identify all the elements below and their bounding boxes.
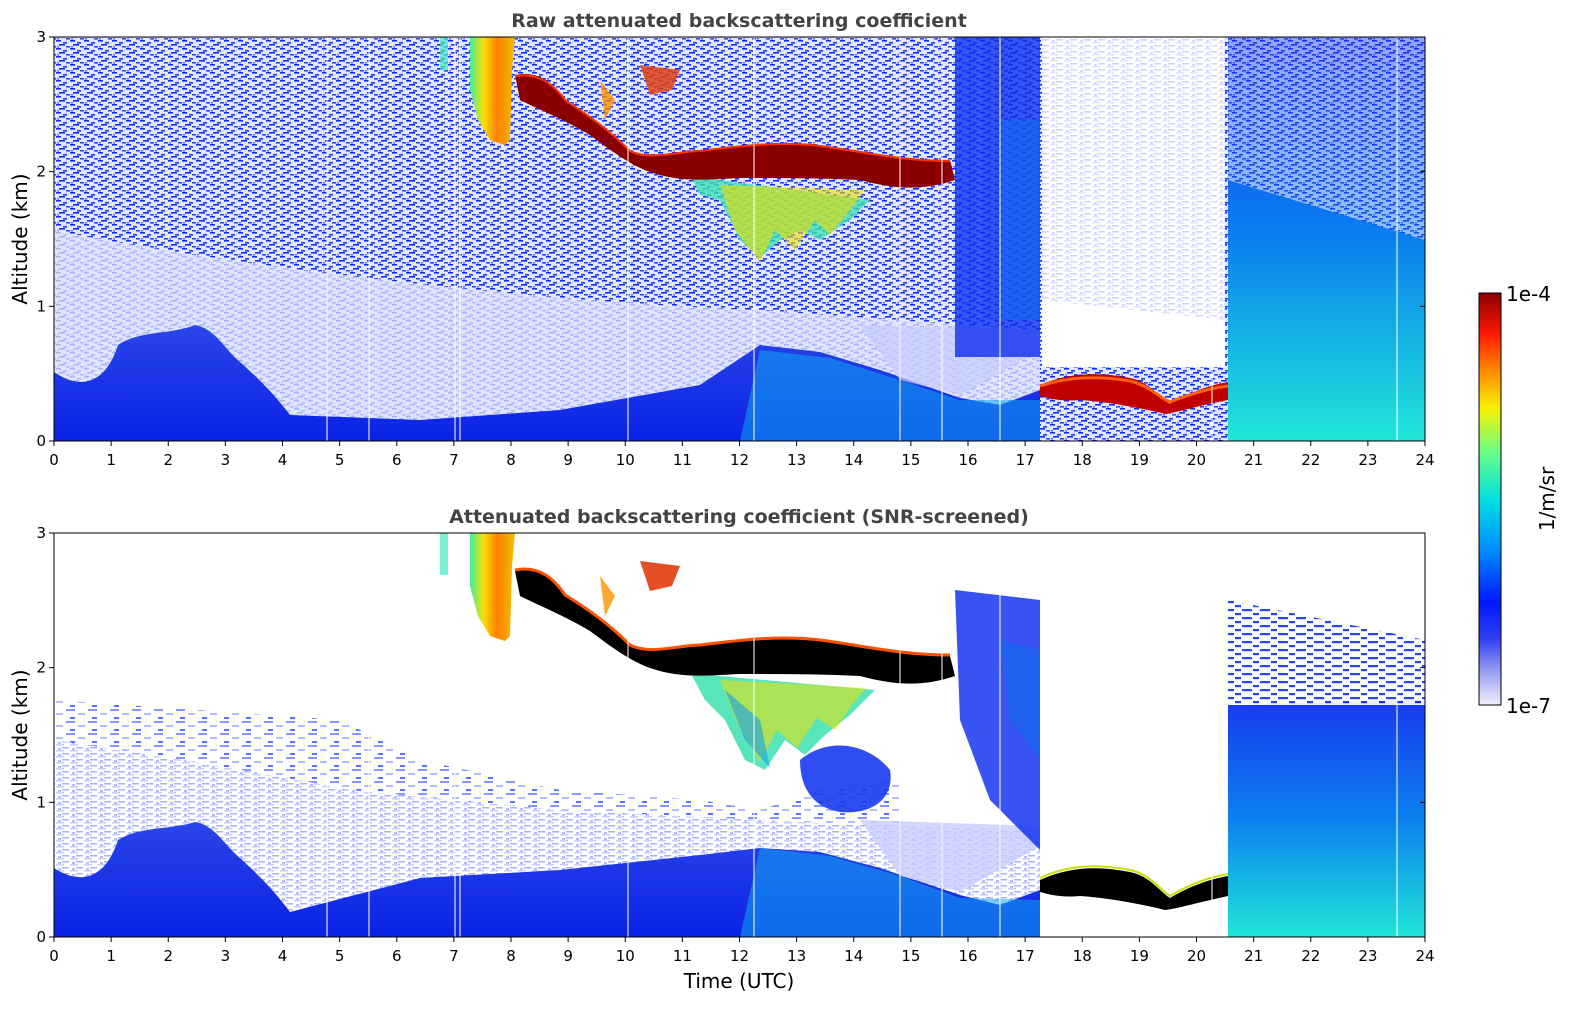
- colorbar-gradient: [1478, 292, 1502, 706]
- heatmap-screened: [54, 533, 1425, 937]
- plume-screened: [470, 533, 515, 641]
- x-tick-label: 8: [506, 947, 516, 965]
- panel-screened: Attenuated backscattering coefficient (S…: [8, 506, 1435, 993]
- x-tick-label: 17: [1016, 947, 1035, 965]
- y-tick-label: 1: [36, 297, 46, 315]
- x-tick-label: 1: [106, 451, 116, 469]
- colorbar-min-label: 1e-7: [1506, 694, 1551, 718]
- x-tick-label: 5: [335, 947, 345, 965]
- x-tick-label: 0: [49, 451, 59, 469]
- high-cloud-layer: [515, 74, 955, 188]
- x-tick-label: 20: [1187, 947, 1206, 965]
- x-tick-label: 3: [221, 451, 231, 469]
- panel-title-screened: Attenuated backscattering coefficient (S…: [449, 506, 1029, 528]
- y-tick-label: 3: [36, 524, 46, 542]
- y-tick-label: 2: [36, 659, 46, 677]
- x-tick-label: 16: [958, 451, 977, 469]
- x-tick-label: 14: [844, 451, 863, 469]
- x-tick-label: 21: [1244, 451, 1263, 469]
- x-tick-label: 20: [1187, 451, 1206, 469]
- low-cloud-layer: [1040, 374, 1228, 414]
- x-tick-label: 10: [616, 947, 635, 965]
- x-tick-label: 4: [278, 451, 288, 469]
- heatmap-raw: [54, 37, 1425, 441]
- x-tick-label: 2: [163, 451, 173, 469]
- x-tick-label: 24: [1415, 451, 1434, 469]
- x-tick-label: 18: [1073, 451, 1092, 469]
- y-tick-label: 2: [36, 163, 46, 181]
- x-tick-label: 19: [1130, 451, 1149, 469]
- x-ticks-screened: 0 1 2 3 4 5 6 7 8 9 10 11 12 13 14 15 16 17 18 19 20 21 22 23 24: [49, 937, 1435, 965]
- colorbar-max-label: 1e-4: [1506, 282, 1551, 306]
- y-tick-label: 0: [36, 432, 46, 450]
- y-axis-label-raw: Altitude (km): [8, 173, 32, 304]
- x-tick-label: 16: [958, 947, 977, 965]
- x-tick-label: 6: [392, 947, 402, 965]
- high-cloud-layer-screened: [515, 570, 955, 684]
- low-cloud-layer-screened: [1040, 868, 1228, 910]
- y-axis-label-screened: Altitude (km): [8, 669, 32, 800]
- x-tick-label: 4: [278, 947, 288, 965]
- x-tick-label: 12: [730, 451, 749, 469]
- colorbar-unit-label: 1/m/sr: [1535, 466, 1559, 531]
- x-tick-label: 15: [901, 451, 920, 469]
- x-tick-label: 12: [730, 947, 749, 965]
- x-tick-label: 17: [1016, 451, 1035, 469]
- colorbar: 1e-4 1e-7 1/m/sr: [1478, 282, 1559, 718]
- x-tick-label: 13: [787, 947, 806, 965]
- x-ticks-raw: 0 1 2 3 4 5 6 7 8 9 10 11 12 13 14 15 16 17 18 19 20 21 22 23 24: [49, 441, 1435, 469]
- x-tick-label: 5: [335, 451, 345, 469]
- x-tick-label: 18: [1073, 947, 1092, 965]
- x-tick-label: 7: [449, 451, 459, 469]
- y-ticks-raw: 0 1 2 3: [36, 28, 1425, 450]
- y-tick-label: 3: [36, 28, 46, 46]
- x-tick-label: 10: [616, 451, 635, 469]
- y-tick-label: 1: [36, 793, 46, 811]
- x-tick-label: 11: [673, 451, 692, 469]
- plume: [470, 37, 515, 145]
- x-tick-label: 22: [1301, 451, 1320, 469]
- x-tick-label: 11: [673, 947, 692, 965]
- x-tick-label: 14: [844, 947, 863, 965]
- x-tick-label: 23: [1358, 451, 1377, 469]
- panel-title-raw: Raw attenuated backscattering coefficien…: [511, 10, 967, 32]
- x-tick-label: 2: [163, 947, 173, 965]
- x-tick-label: 8: [506, 451, 516, 469]
- x-tick-label: 7: [449, 947, 459, 965]
- panel-raw: Raw attenuated backscattering coefficien…: [8, 10, 1435, 469]
- x-tick-label: 21: [1244, 947, 1263, 965]
- x-tick-label: 9: [563, 947, 573, 965]
- y-ticks-screened: 0 1 2 3: [36, 524, 1425, 946]
- x-tick-label: 23: [1358, 947, 1377, 965]
- x-tick-label: 13: [787, 451, 806, 469]
- x-axis-label: Time (UTC): [683, 969, 795, 993]
- x-tick-label: 24: [1415, 947, 1434, 965]
- x-tick-label: 1: [106, 947, 116, 965]
- x-tick-label: 6: [392, 451, 402, 469]
- x-tick-label: 3: [221, 947, 231, 965]
- x-tick-label: 0: [49, 947, 59, 965]
- y-tick-label: 0: [36, 928, 46, 946]
- x-tick-label: 9: [563, 451, 573, 469]
- x-tick-label: 19: [1130, 947, 1149, 965]
- x-tick-label: 22: [1301, 947, 1320, 965]
- x-tick-label: 15: [901, 947, 920, 965]
